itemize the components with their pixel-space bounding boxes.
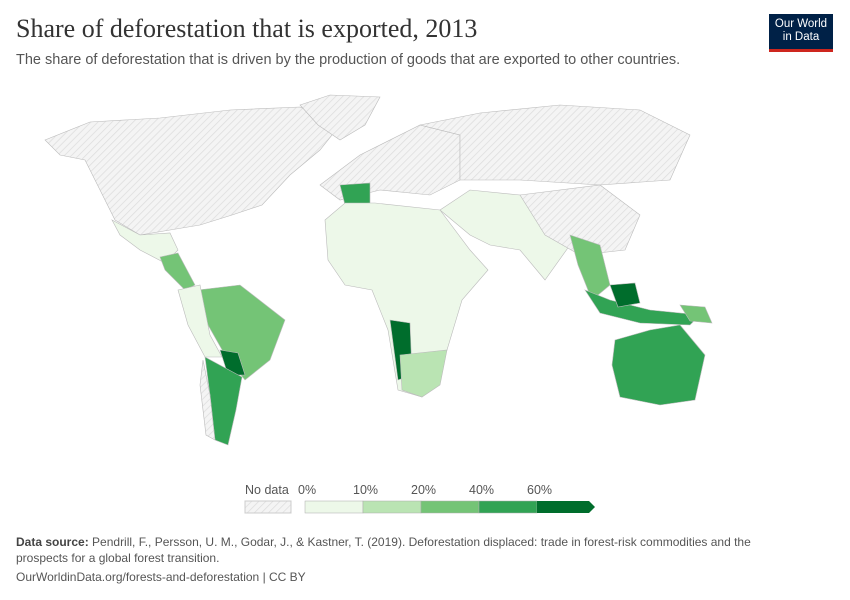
- legend-bin[interactable]: [420, 500, 480, 514]
- data-source: Data source: Pendrill, F., Persson, U. M…: [16, 534, 806, 566]
- legend-tick-label: 40%: [469, 483, 494, 497]
- region-brazil[interactable]: [197, 284, 286, 381]
- map-legend: No data 0% 10% 20% 40% 60%: [230, 480, 610, 523]
- region-borneo-malaysia-[interactable]: [609, 282, 641, 308]
- source-text: Pendrill, F., Persson, U. M., Godar, J.,…: [16, 535, 751, 565]
- region-north-america[interactable]: [44, 106, 341, 236]
- owid-logo[interactable]: Our World in Data: [769, 14, 833, 52]
- chart-title: Share of deforestation that is exported,…: [16, 14, 478, 43]
- region-china[interactable]: [519, 184, 641, 256]
- legend-no-data-swatch: [244, 500, 292, 514]
- legend-bin[interactable]: [537, 501, 595, 513]
- region-southeast-asia[interactable]: [569, 234, 611, 301]
- region-central-america[interactable]: [159, 252, 196, 291]
- world-map: [44, 94, 713, 446]
- region-russia[interactable]: [419, 104, 691, 186]
- legend-bin[interactable]: [478, 500, 538, 514]
- source-label: Data source:: [16, 535, 89, 549]
- region-papua-new-guinea[interactable]: [679, 304, 713, 324]
- legend-bin[interactable]: [362, 500, 422, 514]
- region-chile[interactable]: [199, 359, 216, 441]
- region-southern-africa[interactable]: [399, 349, 448, 398]
- footer-url[interactable]: OurWorldinData.org/forests-and-deforesta…: [16, 570, 306, 584]
- legend-tick-label: 10%: [353, 483, 378, 497]
- legend-no-data-label: No data: [245, 483, 289, 497]
- legend-tick-label: 0%: [298, 483, 316, 497]
- legend-tick-label: 60%: [527, 483, 552, 497]
- region-australia[interactable]: [611, 324, 706, 406]
- chart-subtitle: The share of deforestation that is drive…: [16, 52, 681, 68]
- region-greenland[interactable]: [299, 94, 381, 141]
- legend-bin[interactable]: [304, 500, 364, 514]
- region-spain[interactable]: [339, 182, 371, 206]
- legend-tick-label: 20%: [411, 483, 436, 497]
